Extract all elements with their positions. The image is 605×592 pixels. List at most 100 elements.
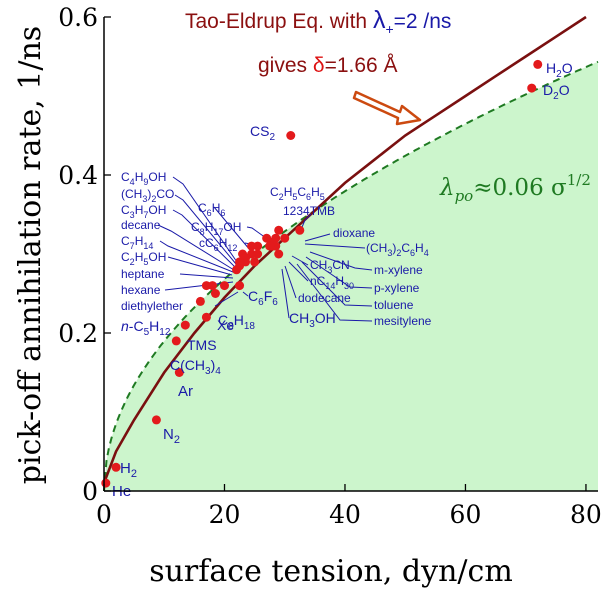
data-point [265,241,275,251]
data-points [101,59,543,488]
x-tick-label: 80 [570,500,602,529]
data-point [180,320,190,330]
leader-line [179,273,234,279]
point-label: nC14H30 [310,274,354,291]
data-point [274,249,284,259]
point-label-part: H [311,185,320,199]
point-label: n-C5H12 [121,318,171,338]
data-point [235,281,245,291]
point-label-part: D [543,82,553,98]
data-point [253,249,263,259]
point-label-part: dodecane [298,291,351,305]
point-label-part: cC [199,236,214,250]
data-point [533,59,543,69]
data-point [111,462,121,472]
y-tick-label: 0.4 [58,161,98,190]
point-label-part: C [121,250,130,264]
point-label: hexane [121,283,161,297]
data-point [151,415,161,425]
point-label-part: CN [332,258,349,272]
point-label-part: ) [211,357,216,373]
point-label-part: m-xylene [374,263,423,277]
point-label-part: CH [289,310,309,326]
point-label-part: 2 [396,248,401,258]
point-label-part: N [163,426,174,443]
point-label: N2 [163,426,180,446]
point-label: CH3CN [310,258,350,275]
point-label-part: 2 [556,69,562,80]
point-label: CS2 [250,123,275,143]
point-label-part: toluene [374,298,414,312]
point-label-part: (CH [366,241,387,255]
point-label-part: OH [315,310,336,326]
point-label: (CH3)2CO [121,187,174,204]
point-label-part: 18 [244,321,256,332]
x-tick-label: 40 [329,500,361,529]
point-label-part: 2 [130,257,135,267]
point-label-part: C [297,185,306,199]
leader-line [296,263,373,322]
data-point [235,261,245,271]
point-label-part: C [121,234,130,248]
y-tick-label: 0 [82,477,98,506]
point-label-part: 3 [387,248,392,258]
leader-line [214,291,239,307]
point-label-part: 4 [130,177,135,187]
leader-line [304,243,366,249]
data-point [295,225,305,235]
point-label-part: diethylether [121,299,183,313]
x-tick-label: 20 [209,500,241,529]
leader-line [159,240,234,273]
point-label-part: OH [148,203,166,217]
point-label-part: 6 [272,297,278,308]
point-label-part: 3 [142,194,147,204]
point-label-part: 5 [292,192,297,202]
y-axis-title: pick-off annihilation rate, 1/ns [13,26,48,484]
point-label: TMS [187,337,217,353]
data-point [247,241,257,251]
point-label: D2O [543,82,570,102]
point-label-part: CH [310,258,327,272]
point-labels: H2OD2OCS2dioxaneC2H5C6H51234TMBC6H6C8H17… [112,60,573,500]
point-label-part: 2 [279,192,284,202]
fit-formula-label: λpo≈0.06 σ1/2 [439,171,591,205]
point-label: diethylether [121,299,183,313]
point-label-part: 5 [320,192,325,202]
point-label-part: ) [147,187,151,201]
leader-line [291,255,309,266]
x-tick-label: 0 [96,500,112,529]
point-label-part: 30 [344,281,354,291]
axes: 0 20 40 60 80 0 0.2 0.4 0.6 [58,3,602,529]
point-label-part: C [401,241,410,255]
data-point [527,83,537,93]
point-label: mesitylene [374,314,432,328]
data-point [274,225,284,235]
point-label-part: C [270,185,279,199]
point-label-part: (CH [121,187,142,201]
point-label-part: H [135,250,144,264]
point-label-part: H [135,203,144,217]
point-label: C8H18 [218,312,255,332]
point-label-part: H [415,241,424,255]
point-label-part: 1234TMB [283,204,335,218]
point-label: heptane [121,267,165,281]
point-label-part: 9 [143,177,148,187]
point-label-part: CS [250,123,269,139]
data-point [174,368,184,377]
point-label-part: H [234,312,244,328]
point-label: C3H7OH [121,203,166,220]
point-label-part: heptane [121,267,165,281]
leader-line [309,251,373,271]
point-label-part: OH [223,220,241,234]
annotation-arrow [352,90,422,126]
leader-line [305,256,373,289]
point-label-part: C [218,312,228,328]
point-label-part: 3 [130,210,135,220]
point-label: C(CH3)4 [170,357,221,377]
leader-line [246,226,267,239]
point-label: dioxane [333,226,375,240]
point-label-part: C [121,203,130,217]
point-label-part: 12 [159,327,171,338]
point-label-part: n [121,318,129,334]
